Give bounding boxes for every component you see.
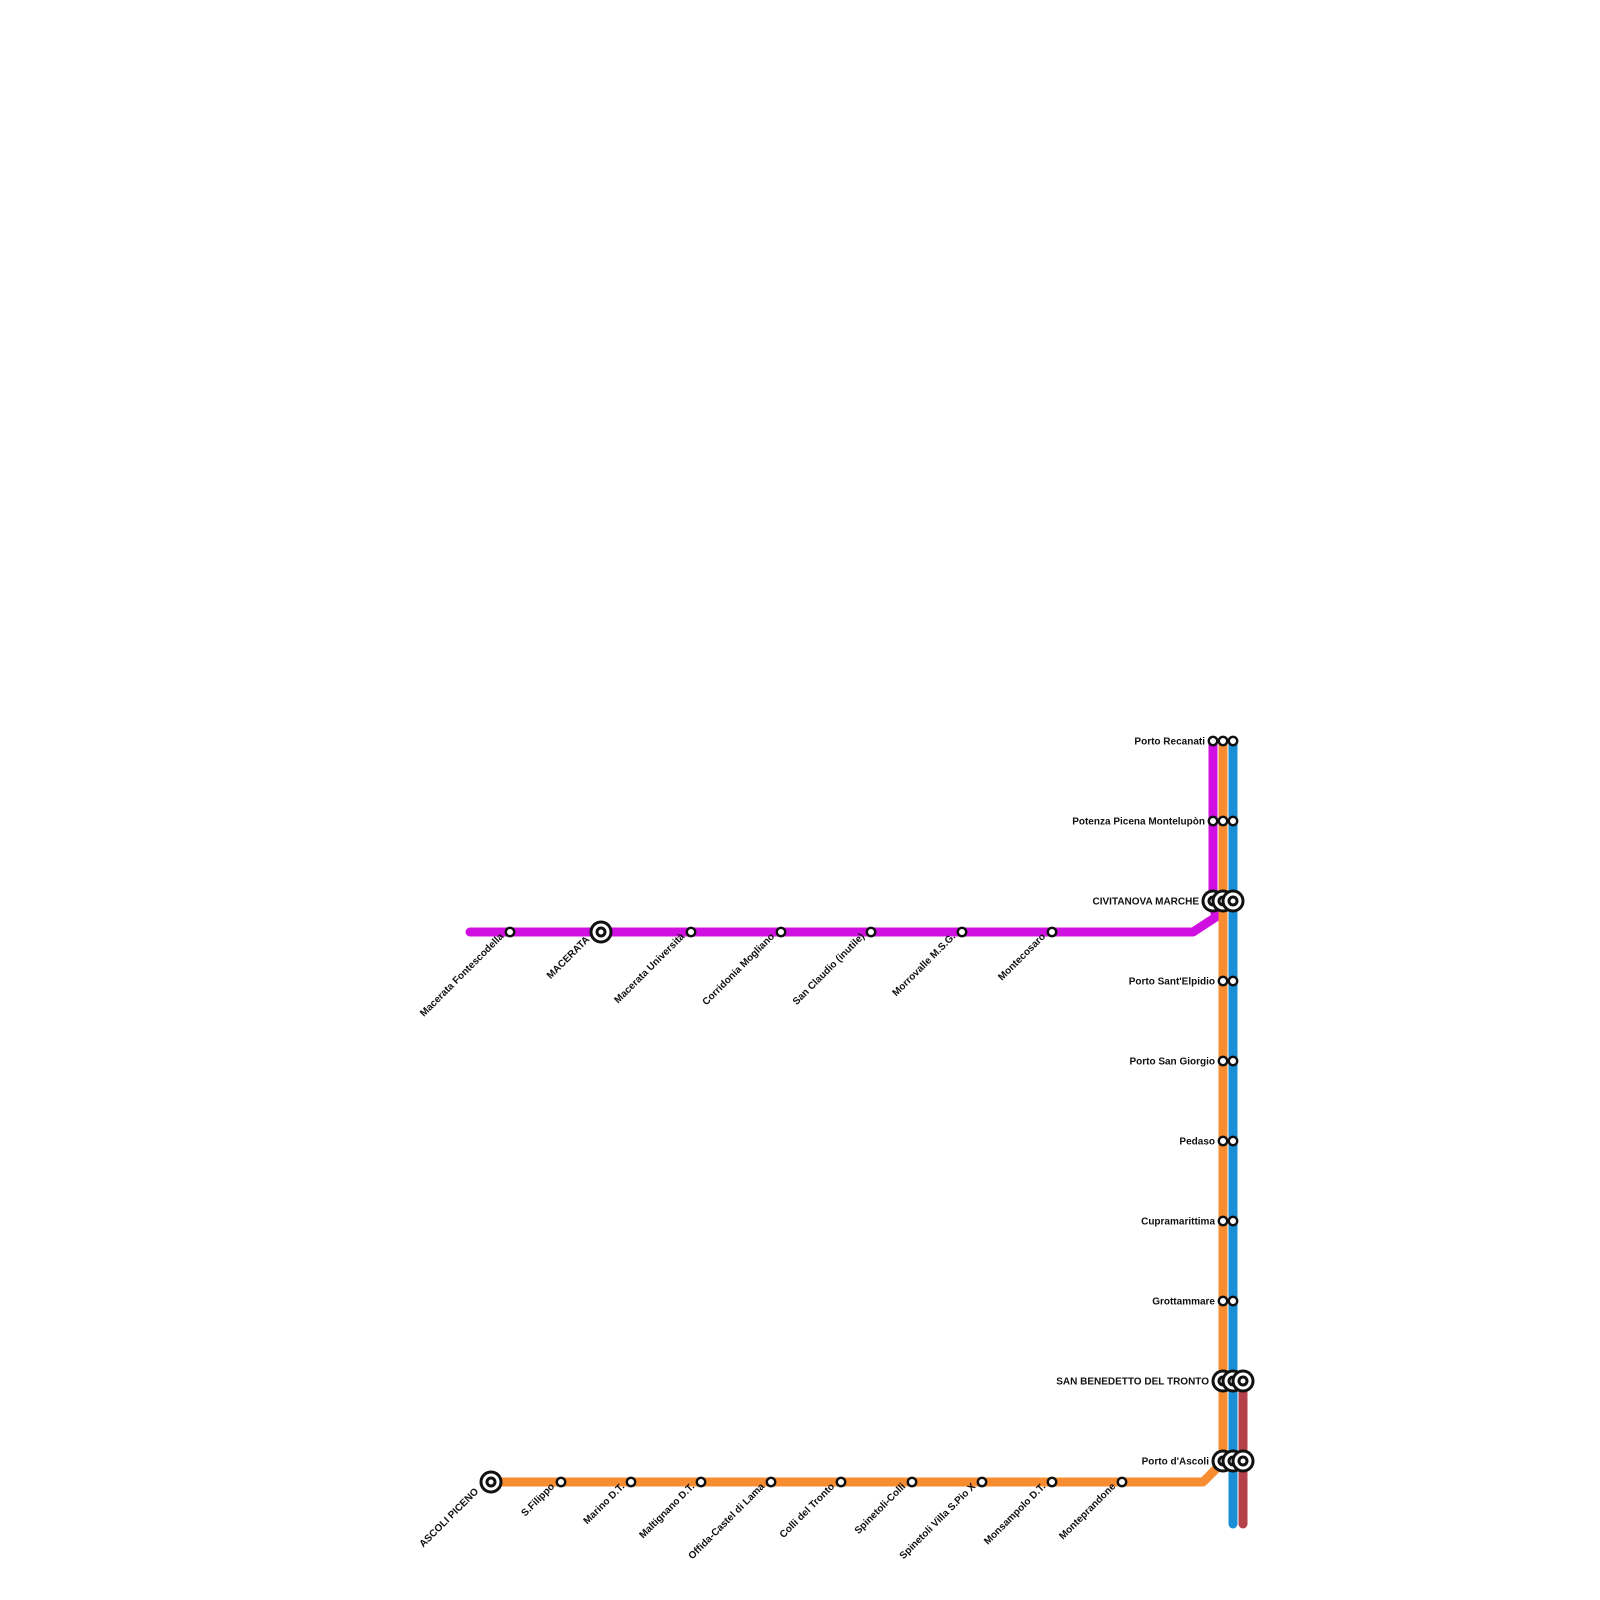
label-morrovalle-m-s-g: Morrovalle M.S.G. — [891, 931, 959, 999]
label-monsampolo-d-t: Monsampolo D.T. — [982, 1481, 1048, 1547]
station-offida-castel-di-lama — [765, 1476, 777, 1488]
station-potenza-picena-montelupon — [1207, 815, 1239, 827]
station-pedaso — [1217, 1135, 1239, 1147]
station-montecosaro — [1046, 926, 1058, 938]
label-pedaso: Pedaso — [1179, 1137, 1215, 1148]
station-macerata-fontescodella — [504, 926, 516, 938]
label-porto-recanati: Porto Recanati — [1134, 737, 1205, 748]
station-porto-sant-elpidio — [1217, 975, 1239, 987]
label-corridonia-mogliano: Corridonia Mogliano — [701, 931, 778, 1008]
label-porto-sant-elpidio: Porto Sant'Elpidio — [1129, 977, 1215, 988]
station-layer — [479, 735, 1255, 1494]
station-san-claudio-inutile — [865, 926, 877, 938]
station-porto-san-giorgio — [1217, 1055, 1239, 1067]
label-cupramarittima: Cupramarittima — [1141, 1217, 1215, 1228]
label-offida-castel-di-lama: Offida-Castel di Lama — [687, 1481, 768, 1562]
station-colli-del-tronto — [835, 1476, 847, 1488]
label-macerata-fontescodella: Macerata Fontescodella — [418, 931, 506, 1019]
station-macerata — [589, 920, 613, 944]
station-porto-d-ascoli — [1211, 1449, 1255, 1473]
station-cupramarittima — [1217, 1215, 1239, 1227]
label-marino-d-t: Marino D.T. — [582, 1481, 628, 1527]
label-ascoli-piceno: ASCOLI PICENO — [418, 1486, 482, 1550]
station-corridonia-mogliano — [775, 926, 787, 938]
station-san-benedetto-del-tronto — [1211, 1369, 1255, 1393]
station-monsampolo-d-t — [1046, 1476, 1058, 1488]
station-spinetoli-villa-s-pio-x — [976, 1476, 988, 1488]
station-ascoli-piceno — [479, 1470, 503, 1494]
label-civitanova-marche: CIVITANOVA MARCHE — [1093, 897, 1200, 908]
station-spinetoli-colli — [906, 1476, 918, 1488]
label-layer: Macerata Fontescodella MACERATA Macerata U… — [418, 737, 1216, 1562]
station-civitanova-marche — [1201, 889, 1245, 913]
label-macerata-universita: Macerata Università — [613, 931, 688, 1006]
label-monteprandone: Monteprandone — [1057, 1481, 1118, 1542]
label-spinetoli-villa-s-pio-x: Spinetoli Villa S.Pio X — [898, 1481, 979, 1562]
label-san-benedetto-del-tronto: SAN BENEDETTO DEL TRONTO — [1056, 1377, 1209, 1388]
orange-line — [487, 736, 1228, 1487]
label-spinetoli-colli: Spinetoli-Colli — [853, 1481, 908, 1536]
station-s-filippo — [555, 1476, 567, 1488]
label-porto-san-giorgio: Porto San Giorgio — [1129, 1057, 1215, 1068]
label-maltignano-d-t: Maltignano D.T. — [637, 1481, 697, 1541]
label-san-claudio-inutile: San Claudio (inutile) — [791, 931, 867, 1007]
station-morrovalle-m-s-g — [956, 926, 968, 938]
station-monteprandone — [1116, 1476, 1128, 1488]
label-grottammare: Grottammare — [1152, 1297, 1215, 1308]
label-porto-d-ascoli: Porto d'Ascoli — [1142, 1457, 1210, 1468]
station-macerata-universita — [685, 926, 697, 938]
label-colli-del-tronto: Colli del Tronto — [778, 1481, 837, 1540]
label-macerata: MACERATA — [545, 934, 592, 981]
label-potenza-picena-montelupon: Potenza Picena Montelupòn — [1072, 817, 1205, 828]
label-s-filippo: S.Filippo — [519, 1481, 557, 1519]
station-marino-d-t — [625, 1476, 637, 1488]
station-maltignano-d-t — [695, 1476, 707, 1488]
purple-line — [465, 736, 1221, 937]
station-grottammare — [1217, 1295, 1239, 1307]
station-porto-recanati — [1207, 735, 1239, 747]
label-montecosaro: Montecosaro — [996, 931, 1048, 983]
line-layer — [465, 736, 1248, 1529]
